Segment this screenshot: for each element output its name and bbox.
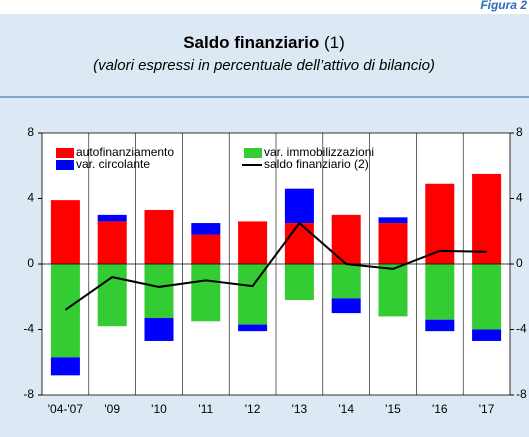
- legend-swatch: [56, 160, 74, 170]
- legend-label: var. immobilizzazioni: [264, 145, 374, 159]
- bar: [472, 329, 502, 341]
- x-tick-label: '13: [292, 402, 308, 416]
- x-tick-label: '15: [385, 402, 401, 416]
- title-text: Saldo finanziario: [183, 33, 319, 52]
- bar: [50, 357, 80, 376]
- subtitle: (valori espressi in percentuale dell’att…: [93, 57, 435, 74]
- y2-tick-label: -8: [516, 387, 527, 401]
- y2-tick-label: 8: [516, 125, 523, 139]
- legend-label: autofinanziamento: [76, 145, 174, 159]
- bar: [472, 173, 502, 264]
- bar: [50, 264, 80, 358]
- x-tick-label: '04-'07: [48, 402, 84, 416]
- title-note: (1): [324, 33, 345, 52]
- bar: [284, 188, 314, 224]
- bar: [331, 264, 361, 299]
- bar: [378, 264, 408, 317]
- x-tick-label: '10: [151, 402, 167, 416]
- y-tick-label: 0: [27, 256, 34, 270]
- bar: [238, 324, 268, 332]
- x-tick-label: '12: [245, 402, 261, 416]
- y-tick-label: -8: [23, 387, 34, 401]
- legend-swatch: [56, 148, 74, 158]
- bar: [425, 264, 455, 320]
- bar: [191, 264, 221, 322]
- x-tick-label: '14: [338, 402, 354, 416]
- chart-title: Saldo finanziario (1): [183, 33, 345, 52]
- x-tick-label: '09: [104, 402, 120, 416]
- bar: [50, 200, 80, 264]
- y-tick-label: 8: [27, 125, 34, 139]
- bar: [378, 217, 408, 224]
- bar: [284, 264, 314, 301]
- bar: [284, 223, 314, 264]
- legend-swatch: [244, 148, 262, 158]
- y2-tick-label: -4: [516, 322, 527, 336]
- y-tick-label: 4: [27, 191, 34, 205]
- legend-label: saldo finanziario (2): [264, 157, 369, 171]
- bar: [144, 318, 174, 341]
- top-strip: [0, 0, 529, 14]
- bar: [378, 223, 408, 264]
- y2-tick-label: 4: [516, 191, 523, 205]
- bar: [144, 209, 174, 264]
- bar: [191, 223, 221, 235]
- bar: [425, 319, 455, 332]
- y-tick-label: -4: [23, 322, 34, 336]
- bar: [238, 221, 268, 264]
- x-tick-label: '17: [479, 402, 495, 416]
- bar: [472, 264, 502, 330]
- x-tick-label: '16: [432, 402, 448, 416]
- legend-label: var. circolante: [76, 157, 150, 171]
- bar: [97, 221, 127, 264]
- bar: [97, 264, 127, 327]
- bar: [97, 214, 127, 222]
- figure-label: Figura 2: [480, 0, 527, 12]
- bar: [144, 264, 174, 319]
- y2-tick-label: 0: [516, 256, 523, 270]
- bar: [331, 214, 361, 264]
- line-series: [64, 221, 487, 311]
- plot-frame: [41, 132, 511, 396]
- bar: [331, 298, 361, 314]
- x-tick-label: '11: [198, 402, 213, 416]
- bar: [191, 234, 221, 264]
